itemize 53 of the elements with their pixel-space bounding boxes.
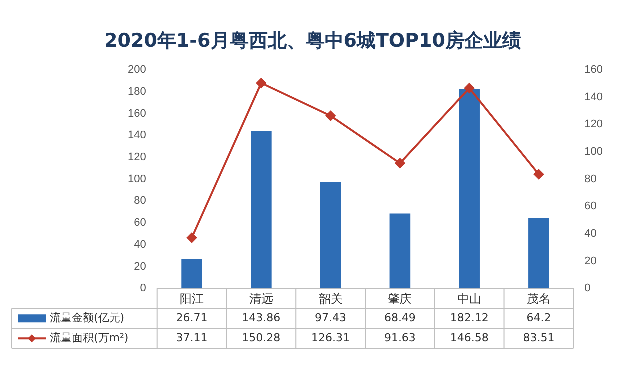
point [256,78,266,88]
data-label: 150.28 [242,331,281,344]
data-label: 182.12 [450,311,489,324]
y2-tick-label: 0 [584,282,591,295]
y-tick-label: 200 [128,64,146,76]
data-label: 146.58 [450,331,489,344]
y2-tick-label: 60 [584,200,597,213]
x-tick-label: 韶关 [318,292,343,306]
y-tick-label: 160 [128,108,146,120]
data-label: 26.71 [176,311,208,324]
point [534,170,544,180]
y-tick-label: 120 [128,151,146,164]
data-label: 64.2 [526,311,552,324]
y-tick-label: 60 [134,217,146,230]
y2-tick-label: 40 [584,228,597,240]
point [187,232,198,243]
point [464,83,475,94]
data-label: 83.51 [523,331,555,344]
data-label: 91.63 [384,331,416,344]
y2-tick-label: 160 [584,64,604,76]
bar [528,218,550,289]
y2-tick-label: 140 [584,91,604,104]
x-tick-label: 阳江 [180,292,204,306]
data-label: 143.86 [242,311,281,324]
y-tick-label: 40 [134,238,146,251]
chart-title: 2020年1-6月粤西北、粤中6城TOP10房企业绩 [104,29,522,54]
y-tick-label: 100 [128,173,146,186]
x-tick-label: 茂名 [526,292,551,306]
y-tick-label: 140 [128,130,146,142]
y-tick-label: 20 [134,260,146,273]
legend-label: 流量面积(万m²) [50,331,129,344]
data-label: 97.43 [315,311,347,324]
bar [251,131,272,289]
bar [459,90,480,289]
x-tick-label: 肇庆 [388,292,412,306]
point [395,158,406,168]
point [326,111,336,122]
y2-tick-label: 120 [584,118,604,131]
data-label: 68.49 [384,311,416,324]
bar [320,182,342,289]
y-tick-label: 80 [134,195,146,208]
y2-tick-label: 80 [584,173,597,186]
y2-tick-label: 100 [584,146,604,158]
data-label: 126.31 [312,331,350,344]
y-tick-label: 0 [140,282,146,295]
bar [390,214,411,289]
x-tick-label: 中山 [458,292,482,306]
y2-tick-label: 20 [584,255,597,268]
bar [182,259,202,289]
data-label: 37.11 [176,331,208,344]
x-tick-label: 清远 [249,292,274,306]
legend-label: 流量金额(亿元) [50,311,125,324]
y-tick-label: 180 [128,86,146,98]
